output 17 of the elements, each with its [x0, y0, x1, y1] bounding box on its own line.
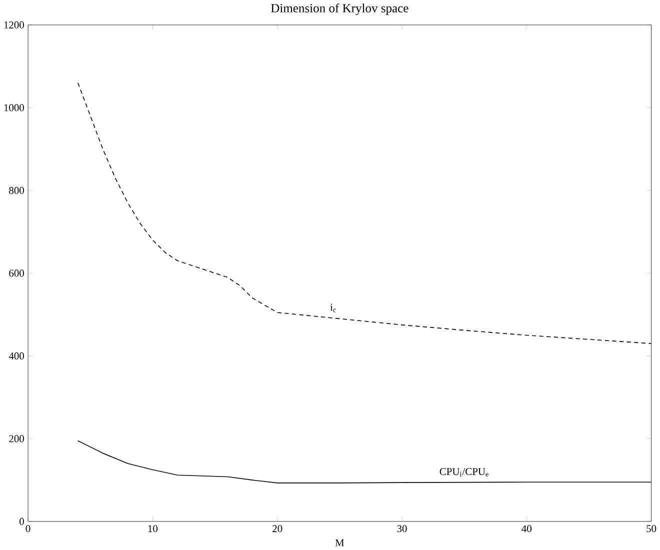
series-label: i$_{c}$ — [330, 304, 336, 312]
x-tick-label: 30 — [397, 525, 407, 532]
y-tick-label: 200 — [9, 435, 24, 442]
y-tick-label: 0 — [20, 518, 24, 526]
series-label: CPU$_{i}$/CPU$_{e}$ — [440, 468, 488, 477]
x-tick-label: 40 — [522, 525, 532, 532]
y-tick-label: 800 — [9, 187, 24, 194]
x-axis-title: M — [335, 540, 344, 546]
y-tick-label: 1200 — [4, 22, 24, 29]
y-tick-label: 600 — [9, 270, 24, 277]
x-tick-label: 50 — [646, 525, 656, 532]
y-tick-label: 1000 — [4, 104, 24, 112]
x-tick-label: 20 — [272, 525, 282, 532]
x-tick-label: 0 — [26, 525, 30, 532]
x-tick-label: 10 — [148, 525, 158, 532]
chart-title: Dimension of Krylov space — [270, 4, 408, 16]
y-tick-label: 400 — [8, 352, 24, 360]
